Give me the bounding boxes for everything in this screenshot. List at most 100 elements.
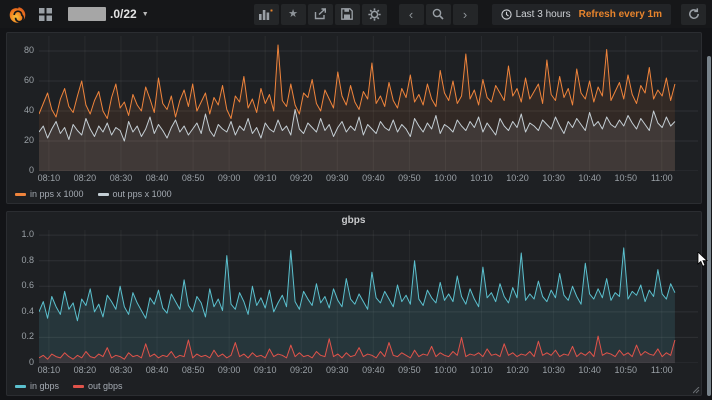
x-axis: 08:1008:2008:3008:4008:5009:0009:1009:20… xyxy=(39,363,698,377)
y-tick-label: 0.4 xyxy=(21,306,34,316)
x-tick-label: 08:20 xyxy=(74,173,97,183)
gear-icon xyxy=(368,8,381,21)
time-range-label: Last 3 hours xyxy=(516,9,571,20)
legend-label: in pps x 1000 xyxy=(30,189,84,199)
x-tick-label: 09:30 xyxy=(326,365,349,375)
legend-swatch-icon xyxy=(98,193,109,196)
x-tick-label: 09:20 xyxy=(290,173,313,183)
x-axis: 08:10 08:20 08:30 08:40 08:50 09:00 09:10 09:20… xyxy=(39,171,698,185)
x-tick-label: 08:50 xyxy=(182,365,205,375)
x-tick-label: 08:40 xyxy=(146,365,169,375)
legend: in pps x 1000 out pps x 1000 xyxy=(9,185,698,203)
time-back-button[interactable]: ‹ xyxy=(399,4,424,25)
y-axis: 00.20.40.60.81.0 xyxy=(9,230,39,363)
y-tick-label: 20 xyxy=(24,135,34,145)
refresh-button[interactable] xyxy=(681,4,706,25)
x-tick-label: 10:00 xyxy=(434,365,457,375)
x-tick-label: 10:10 xyxy=(470,173,493,183)
x-tick-label: 08:20 xyxy=(74,365,97,375)
legend-item[interactable]: in gbps xyxy=(15,381,59,391)
x-tick-label: 11:00 xyxy=(651,173,673,183)
scrollbar-thumb[interactable] xyxy=(707,56,711,396)
x-tick-label: 09:00 xyxy=(218,173,241,183)
dashboard-title[interactable]: .0/22 ▼ xyxy=(68,7,149,21)
x-tick-label: 08:10 xyxy=(38,173,61,183)
share-button[interactable] xyxy=(308,4,333,25)
x-tick-label: 09:10 xyxy=(254,365,277,375)
zoom-out-button[interactable] xyxy=(426,4,451,25)
legend-label: out pps x 1000 xyxy=(113,189,172,199)
y-tick-label: 80 xyxy=(24,45,34,55)
legend-swatch-icon xyxy=(73,385,84,388)
y-axis: 020406080 xyxy=(9,36,39,171)
x-tick-label: 09:10 xyxy=(254,173,277,183)
x-tick-label: 09:40 xyxy=(362,173,385,183)
y-tick-label: 1.0 xyxy=(21,229,34,239)
x-tick-label: 08:40 xyxy=(146,173,169,183)
panel-pps: 02040608008:1008:2008:3008:4008:5009:000… xyxy=(6,32,702,204)
x-tick-label: 09:00 xyxy=(218,365,241,375)
navbar: .0/22 ▼ ★ xyxy=(0,0,712,28)
y-tick-label: 40 xyxy=(24,105,34,115)
x-tick-label: 10:10 xyxy=(470,365,493,375)
grafana-logo-icon[interactable] xyxy=(8,5,27,24)
legend-swatch-icon xyxy=(15,385,26,388)
gbps-chart: 00.20.40.60.81.008:1008:2008:3008:4008:5… xyxy=(9,230,698,395)
legend-label: in gbps xyxy=(30,381,59,391)
save-icon xyxy=(341,8,353,20)
x-tick-label: 08:50 xyxy=(182,173,205,183)
x-tick-label: 09:30 xyxy=(326,173,349,183)
x-tick-label: 10:30 xyxy=(542,365,565,375)
plot-area[interactable] xyxy=(39,230,698,363)
y-tick-label: 60 xyxy=(24,75,34,85)
plot-area[interactable] xyxy=(39,36,698,171)
legend-item[interactable]: in pps x 1000 xyxy=(15,189,84,199)
x-tick-label: 09:50 xyxy=(398,173,421,183)
panel-title-gbps[interactable]: gbps xyxy=(9,215,698,230)
time-forward-button[interactable]: › xyxy=(453,4,478,25)
legend-item[interactable]: out pps x 1000 xyxy=(98,189,172,199)
x-tick-label: 10:30 xyxy=(542,173,565,183)
legend-label: out gbps xyxy=(88,381,123,391)
time-range-button[interactable]: Last 3 hours xyxy=(501,9,571,20)
y-tick-label: 0.6 xyxy=(21,280,34,290)
add-panel-button[interactable] xyxy=(254,4,279,25)
star-button[interactable]: ★ xyxy=(281,4,306,25)
series-area xyxy=(39,248,675,363)
y-tick-label: 0 xyxy=(29,165,34,175)
page-scrollbar[interactable] xyxy=(706,30,711,398)
legend-swatch-icon xyxy=(15,193,26,196)
refresh-interval-button[interactable]: Refresh every 1m xyxy=(579,9,662,20)
magnifier-icon xyxy=(432,8,444,20)
legend: in gbps out gbps xyxy=(9,377,698,395)
y-tick-label: 0 xyxy=(29,357,34,367)
x-tick-label: 10:40 xyxy=(578,173,601,183)
title-redaction xyxy=(68,7,106,21)
share-icon xyxy=(314,8,327,20)
settings-button[interactable] xyxy=(362,4,387,25)
x-tick-label: 10:50 xyxy=(614,365,637,375)
panel-resize-handle[interactable] xyxy=(693,387,700,394)
x-tick-label: 09:50 xyxy=(398,365,421,375)
x-tick-label: 10:00 xyxy=(434,173,457,183)
legend-item[interactable]: out gbps xyxy=(73,381,123,391)
x-tick-label: 10:20 xyxy=(506,365,529,375)
x-tick-label: 08:30 xyxy=(110,365,133,375)
x-tick-label: 08:10 xyxy=(38,365,61,375)
pps-chart: 02040608008:1008:2008:3008:4008:5009:000… xyxy=(9,36,698,203)
chevron-down-icon: ▼ xyxy=(142,11,149,18)
refresh-icon xyxy=(688,8,700,20)
x-tick-label: 08:30 xyxy=(110,173,133,183)
x-tick-label: 10:20 xyxy=(506,173,529,183)
panel-gbps: gbps 00.20.40.60.81.008:1008:2008:3008:4… xyxy=(6,211,702,396)
clock-icon xyxy=(501,9,512,20)
x-tick-label: 09:40 xyxy=(362,365,385,375)
dashboards-grid-icon[interactable] xyxy=(33,4,58,25)
y-tick-label: 0.8 xyxy=(21,255,34,265)
x-tick-label: 10:40 xyxy=(578,365,601,375)
title-suffix: .0/22 xyxy=(110,7,137,21)
save-button[interactable] xyxy=(335,4,360,25)
time-picker[interactable]: Last 3 hours Refresh every 1m xyxy=(492,4,671,25)
dashboard-body: 02040608008:1008:2008:3008:4008:5009:000… xyxy=(0,28,712,396)
x-tick-label: 11:00 xyxy=(651,365,673,375)
